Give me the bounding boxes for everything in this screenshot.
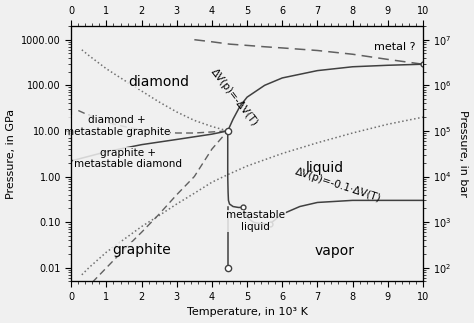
- Text: ΔV(p)=-ΔV(T): ΔV(p)=-ΔV(T): [210, 67, 260, 128]
- Text: vapor: vapor: [315, 244, 355, 258]
- Text: metal ?: metal ?: [374, 42, 416, 52]
- Y-axis label: Pressure, in bar: Pressure, in bar: [458, 110, 468, 197]
- Text: diamond +
metastable graphite: diamond + metastable graphite: [64, 115, 170, 137]
- Text: diamond: diamond: [128, 75, 190, 89]
- Y-axis label: Pressure, in GPa: Pressure, in GPa: [6, 109, 16, 199]
- Text: graphite +
metastable diamond: graphite + metastable diamond: [73, 148, 182, 169]
- Text: liquid: liquid: [305, 162, 344, 175]
- Text: graphite: graphite: [112, 243, 171, 256]
- Text: ΔV(p)=-0.1·ΔV(T): ΔV(p)=-0.1·ΔV(T): [294, 166, 383, 204]
- Text: metastable
liquid: metastable liquid: [227, 210, 285, 232]
- X-axis label: Temperature, in 10³ K: Temperature, in 10³ K: [187, 307, 308, 318]
